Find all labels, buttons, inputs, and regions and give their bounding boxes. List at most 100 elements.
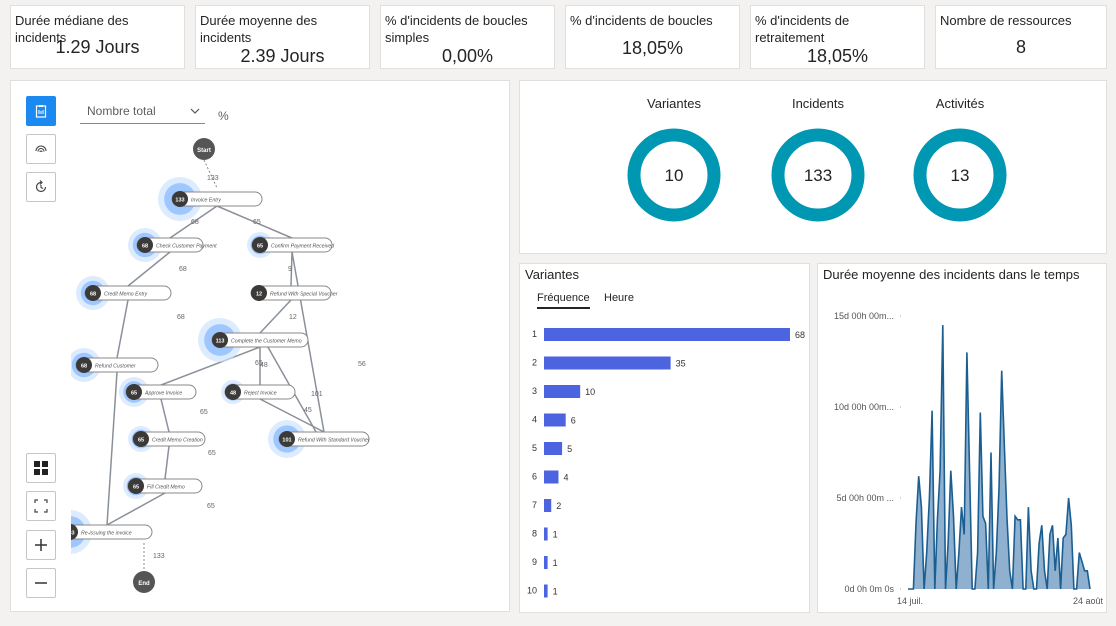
donut-value: 10 [665,166,684,185]
donut-ring [627,128,721,222]
fingerprint-button[interactable] [26,134,56,164]
process-edge [160,398,170,433]
process-edge [127,251,171,287]
node-count: 113 [216,339,225,345]
node-count: 65 [138,438,144,444]
kpi-card: % d'incidents de retraitement 18,05% [750,5,925,69]
variants-bar-chart: 1 68 2 35 3 10 4 6 5 5 6 4 7 2 8 1 9 1 10 1 [527,328,805,598]
zoom-in-button[interactable] [26,530,56,560]
bar-category: 3 [532,386,537,396]
bar-category: 9 [532,557,537,567]
kpi-card: Nombre de ressources 8 [935,5,1107,69]
process-edge [259,299,292,334]
kpi-label: % d'incidents de boucles simples [385,13,528,45]
kpi-label: Nombre de ressources [940,13,1072,28]
edge-label: 65 [208,450,216,457]
y-tick-label: 15d 00h 00m... [834,311,894,321]
node-count-badge [128,478,144,494]
kpi-label: Durée médiane des incidents [15,13,129,45]
chevron-down-icon [190,108,200,114]
bar-value: 6 [571,416,576,426]
zoom-out-button[interactable] [26,568,56,598]
process-edge [169,205,218,239]
clipboard-button[interactable] [26,96,56,126]
edge-label: 65 [253,219,261,226]
donut-value: 133 [804,166,832,185]
layout-button[interactable] [26,453,56,483]
fullscreen-button[interactable] [26,491,56,521]
refresh-icon [35,180,47,193]
node-label: Invoice Entry [191,197,221,203]
bar-value: 68 [795,330,805,340]
variant-bar[interactable] [544,442,563,455]
process-node[interactable] [71,524,153,540]
variant-bar[interactable] [544,470,559,484]
refresh-button[interactable] [26,172,56,202]
metric-dropdown[interactable]: Nombre total [80,101,205,124]
bar-value: 4 [563,473,568,483]
node-label: Complete the Customer Memo [231,338,302,344]
donut-value: 13 [951,166,970,185]
node-count: 68 [142,244,148,250]
fullscreen-icon [34,499,48,513]
variant-bar[interactable] [544,385,581,398]
node-count-badge [279,431,295,447]
variant-bar[interactable] [544,356,671,370]
variant-bar[interactable] [544,556,548,569]
duration-trend-panel: Durée moyenne des incidents dans le temp… [817,263,1107,613]
variant-bar[interactable] [544,328,790,341]
process-edge [106,371,118,526]
process-edge [160,346,261,386]
variant-bar[interactable] [544,499,552,512]
node-label: Reject Invoice [244,390,277,396]
edge-label: 65 [207,503,215,510]
process-map-graph[interactable]: StartEnd13368656896812356654810145656865… [71,126,471,626]
fingerprint-icon [35,145,47,153]
donut-chart: 13 [913,128,1007,222]
x-tick-label: 24 août [1073,596,1104,606]
edge-label: 9 [288,266,292,273]
node-count-badge [76,357,92,373]
kpi-value: 1.29 Jours [55,37,140,57]
edge-label: 133 [153,553,165,560]
variant-bar[interactable] [544,584,548,598]
kpi-card: % d'incidents de boucles simples 0,00% [380,5,555,69]
node-count-badge [137,237,153,253]
node-count: 101 [282,438,291,444]
end-node[interactable] [133,571,155,593]
variants-title: Variantes [525,267,579,282]
edge-label: 12 [289,314,297,321]
end-label: End [138,581,150,587]
node-label: Confirm Payment Received [271,243,335,249]
bar-value: 10 [585,387,595,397]
variant-bar[interactable] [544,413,566,427]
start-node[interactable] [193,138,215,160]
clipboard-icon [35,105,47,118]
start-label: Start [197,148,211,154]
node-label: Fill Credit Memo [147,484,185,490]
node-label: Credit Memo Creation [152,437,203,443]
duration-area-chart: 15d 00h 00m... 10d 00h 00m... 5d 00h 00m .… [834,311,1104,606]
node-count-badge [172,191,188,207]
kpi-value: 0,00% [441,46,494,66]
node-count-badge [71,524,78,540]
kpi-value: 18,05% [806,46,869,66]
bar-category: 5 [532,443,537,453]
bar-value: 2 [556,501,561,511]
bar-category: 10 [527,586,537,596]
variant-bar[interactable] [544,527,548,541]
donut-chart: 10 [627,128,721,222]
start-edge [203,159,218,189]
edge-label: 68 [177,314,185,321]
bar-category: 1 [532,329,537,339]
tab-time[interactable]: Heure [604,292,634,304]
layout-icon [34,461,48,475]
node-label: Re-issuing the invoice [81,530,132,536]
tab-frequency[interactable]: Fréquence [537,292,590,309]
node-count-badge [85,285,101,301]
edge-label: 48 [260,362,268,369]
edge-label: 65 [200,409,208,416]
metric-dropdown-value: Nombre total [87,104,156,118]
donut-label: Incidents [791,96,845,111]
node-count: 65 [257,244,263,250]
